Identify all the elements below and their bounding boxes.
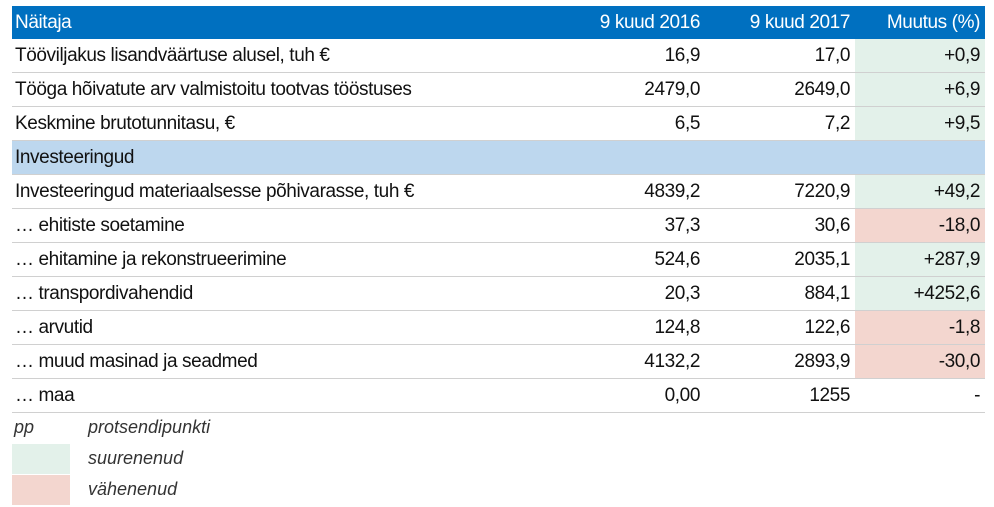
row-label: Investeeringud [15, 147, 135, 168]
table-row: … transpordivahendid 20,3 884,1 +4252,6 [12, 277, 985, 311]
row-label: … ehitiste soetamine [15, 215, 185, 236]
legend-label: suurenenud [88, 448, 184, 468]
cell-value: 16,9 [664, 45, 701, 66]
cell-value: - [974, 385, 980, 406]
cell-value: 0,00 [664, 385, 701, 406]
cell-value: 2035,1 [794, 249, 850, 270]
row-label: Keskmine brutotunnitasu, € [15, 113, 235, 134]
cell-value: 20,3 [664, 283, 701, 304]
cell-value: 6,5 [674, 113, 701, 134]
row-label: … arvutid [15, 317, 93, 338]
row-label: … ehitamine ja rekonstrueerimine [15, 249, 287, 270]
cell-value: 7220,9 [794, 181, 850, 202]
table-row: … arvutid 124,8 122,6 -1,8 [12, 311, 985, 345]
cell-value: +49,2 [855, 175, 985, 208]
cell-value: 124,8 [654, 317, 700, 338]
cell-value: 524,6 [654, 249, 700, 270]
row-label: … maa [15, 385, 75, 406]
header-cell: 9 kuud 2016 [599, 12, 701, 33]
header-cell: 9 kuud 2017 [749, 12, 851, 33]
cell-value: 1255 [809, 385, 850, 406]
table-row: … maa 0,00 1255 - [12, 379, 985, 413]
cell-value: -30,0 [855, 345, 985, 378]
table-row: … ehitiste soetamine 37,3 30,6 -18,0 [12, 209, 985, 243]
cell-value: 2479,0 [644, 79, 700, 100]
legend-swatch [12, 444, 70, 474]
abbreviation-meaning: protsendipunkti [88, 417, 211, 437]
cell-value: 2893,9 [794, 351, 850, 372]
cell-value: +4252,6 [855, 277, 985, 310]
cell-value: -1,8 [855, 311, 985, 344]
cell-value: +9,5 [855, 107, 985, 140]
cell-value: -18,0 [855, 209, 985, 242]
row-label: Investeeringud materiaalsesse põhivarass… [15, 181, 415, 202]
legend-label: vähenenud [88, 479, 178, 499]
cell-value: 37,3 [664, 215, 701, 236]
table-row: … ehitamine ja rekonstrueerimine 524,6 203… [12, 243, 985, 277]
header-cell: Näitaja [15, 12, 72, 33]
table-row: Tööga hõivatute arv valmistoitu tootvas … [12, 73, 985, 107]
cell-value: 122,6 [804, 317, 850, 338]
cell-value: +287,9 [855, 243, 985, 276]
table-row: Tööviljakus lisandväärtuse alusel, tuh €… [12, 39, 985, 73]
table-row: Investeeringud materiaalsesse põhivarass… [12, 175, 985, 209]
header-row: Näitaja 9 kuud 2016 9 kuud 2017 Muutus (%) [12, 6, 985, 39]
cell-value: 17,0 [814, 45, 851, 66]
row-label: Tööga hõivatute arv valmistoitu tootvas … [15, 79, 412, 100]
row-label: … transpordivahendid [15, 283, 193, 304]
legend-swatch [12, 475, 70, 505]
cell-value: 2649,0 [794, 79, 850, 100]
abbreviation: pp [14, 417, 35, 437]
cell-value: 7,2 [824, 113, 851, 134]
cell-value: +6,9 [855, 73, 985, 106]
table-row: … muud masinad ja seadmed 4132,2 2893,9 -30… [12, 345, 985, 379]
table-row: Keskmine brutotunnitasu, € 6,5 7,2 +9,5 [12, 107, 985, 141]
cell-value: +0,9 [855, 39, 985, 72]
cell-value: 884,1 [804, 283, 850, 304]
section-row: Investeeringud [12, 141, 985, 175]
cell-value: 30,6 [814, 215, 851, 236]
header-cell: Muutus (%) [886, 12, 981, 33]
cell-value: 4839,2 [644, 181, 700, 202]
row-label: … muud masinad ja seadmed [15, 351, 258, 372]
cell-value: 4132,2 [644, 351, 700, 372]
row-label: Tööviljakus lisandväärtuse alusel, tuh € [15, 45, 330, 66]
